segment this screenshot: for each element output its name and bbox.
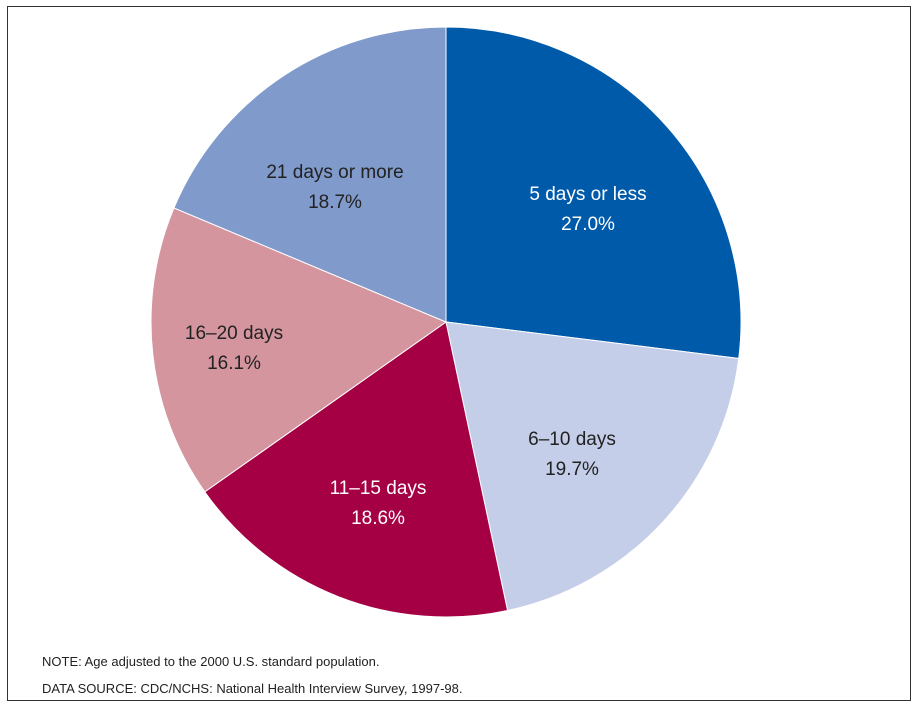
pie-labels: 5 days or less 27.0% 6–10 days 19.7% 11–15 d… xyxy=(185,162,647,529)
slice-value-2: 19.7% xyxy=(545,459,599,480)
slice-label-1: 5 days or less xyxy=(529,184,646,205)
pie-slices xyxy=(150,26,742,618)
slice-label-2: 6–10 days xyxy=(528,429,616,450)
slice-value-5: 18.7% xyxy=(308,192,362,213)
slice-label-4: 16–20 days xyxy=(185,323,283,344)
slice-label-3: 11–15 days xyxy=(330,478,427,499)
slice-value-3: 18.6% xyxy=(351,508,405,529)
note-text: NOTE: Age adjusted to the 2000 U.S. stan… xyxy=(42,654,380,669)
slice-label-5: 21 days or more xyxy=(266,162,403,183)
pie-slice-3 xyxy=(204,321,509,618)
pie-slice-1 xyxy=(445,26,742,360)
pie-slice-5 xyxy=(173,26,447,323)
slice-value-1: 27.0% xyxy=(561,214,615,235)
data-source-text: DATA SOURCE: CDC/NCHS: National Health I… xyxy=(42,681,463,696)
pie-slice-2 xyxy=(445,321,740,612)
slice-value-4: 16.1% xyxy=(207,353,261,374)
chart-notes: NOTE: Age adjusted to the 2000 U.S. stan… xyxy=(42,648,462,702)
pie-slice-4 xyxy=(150,207,448,493)
